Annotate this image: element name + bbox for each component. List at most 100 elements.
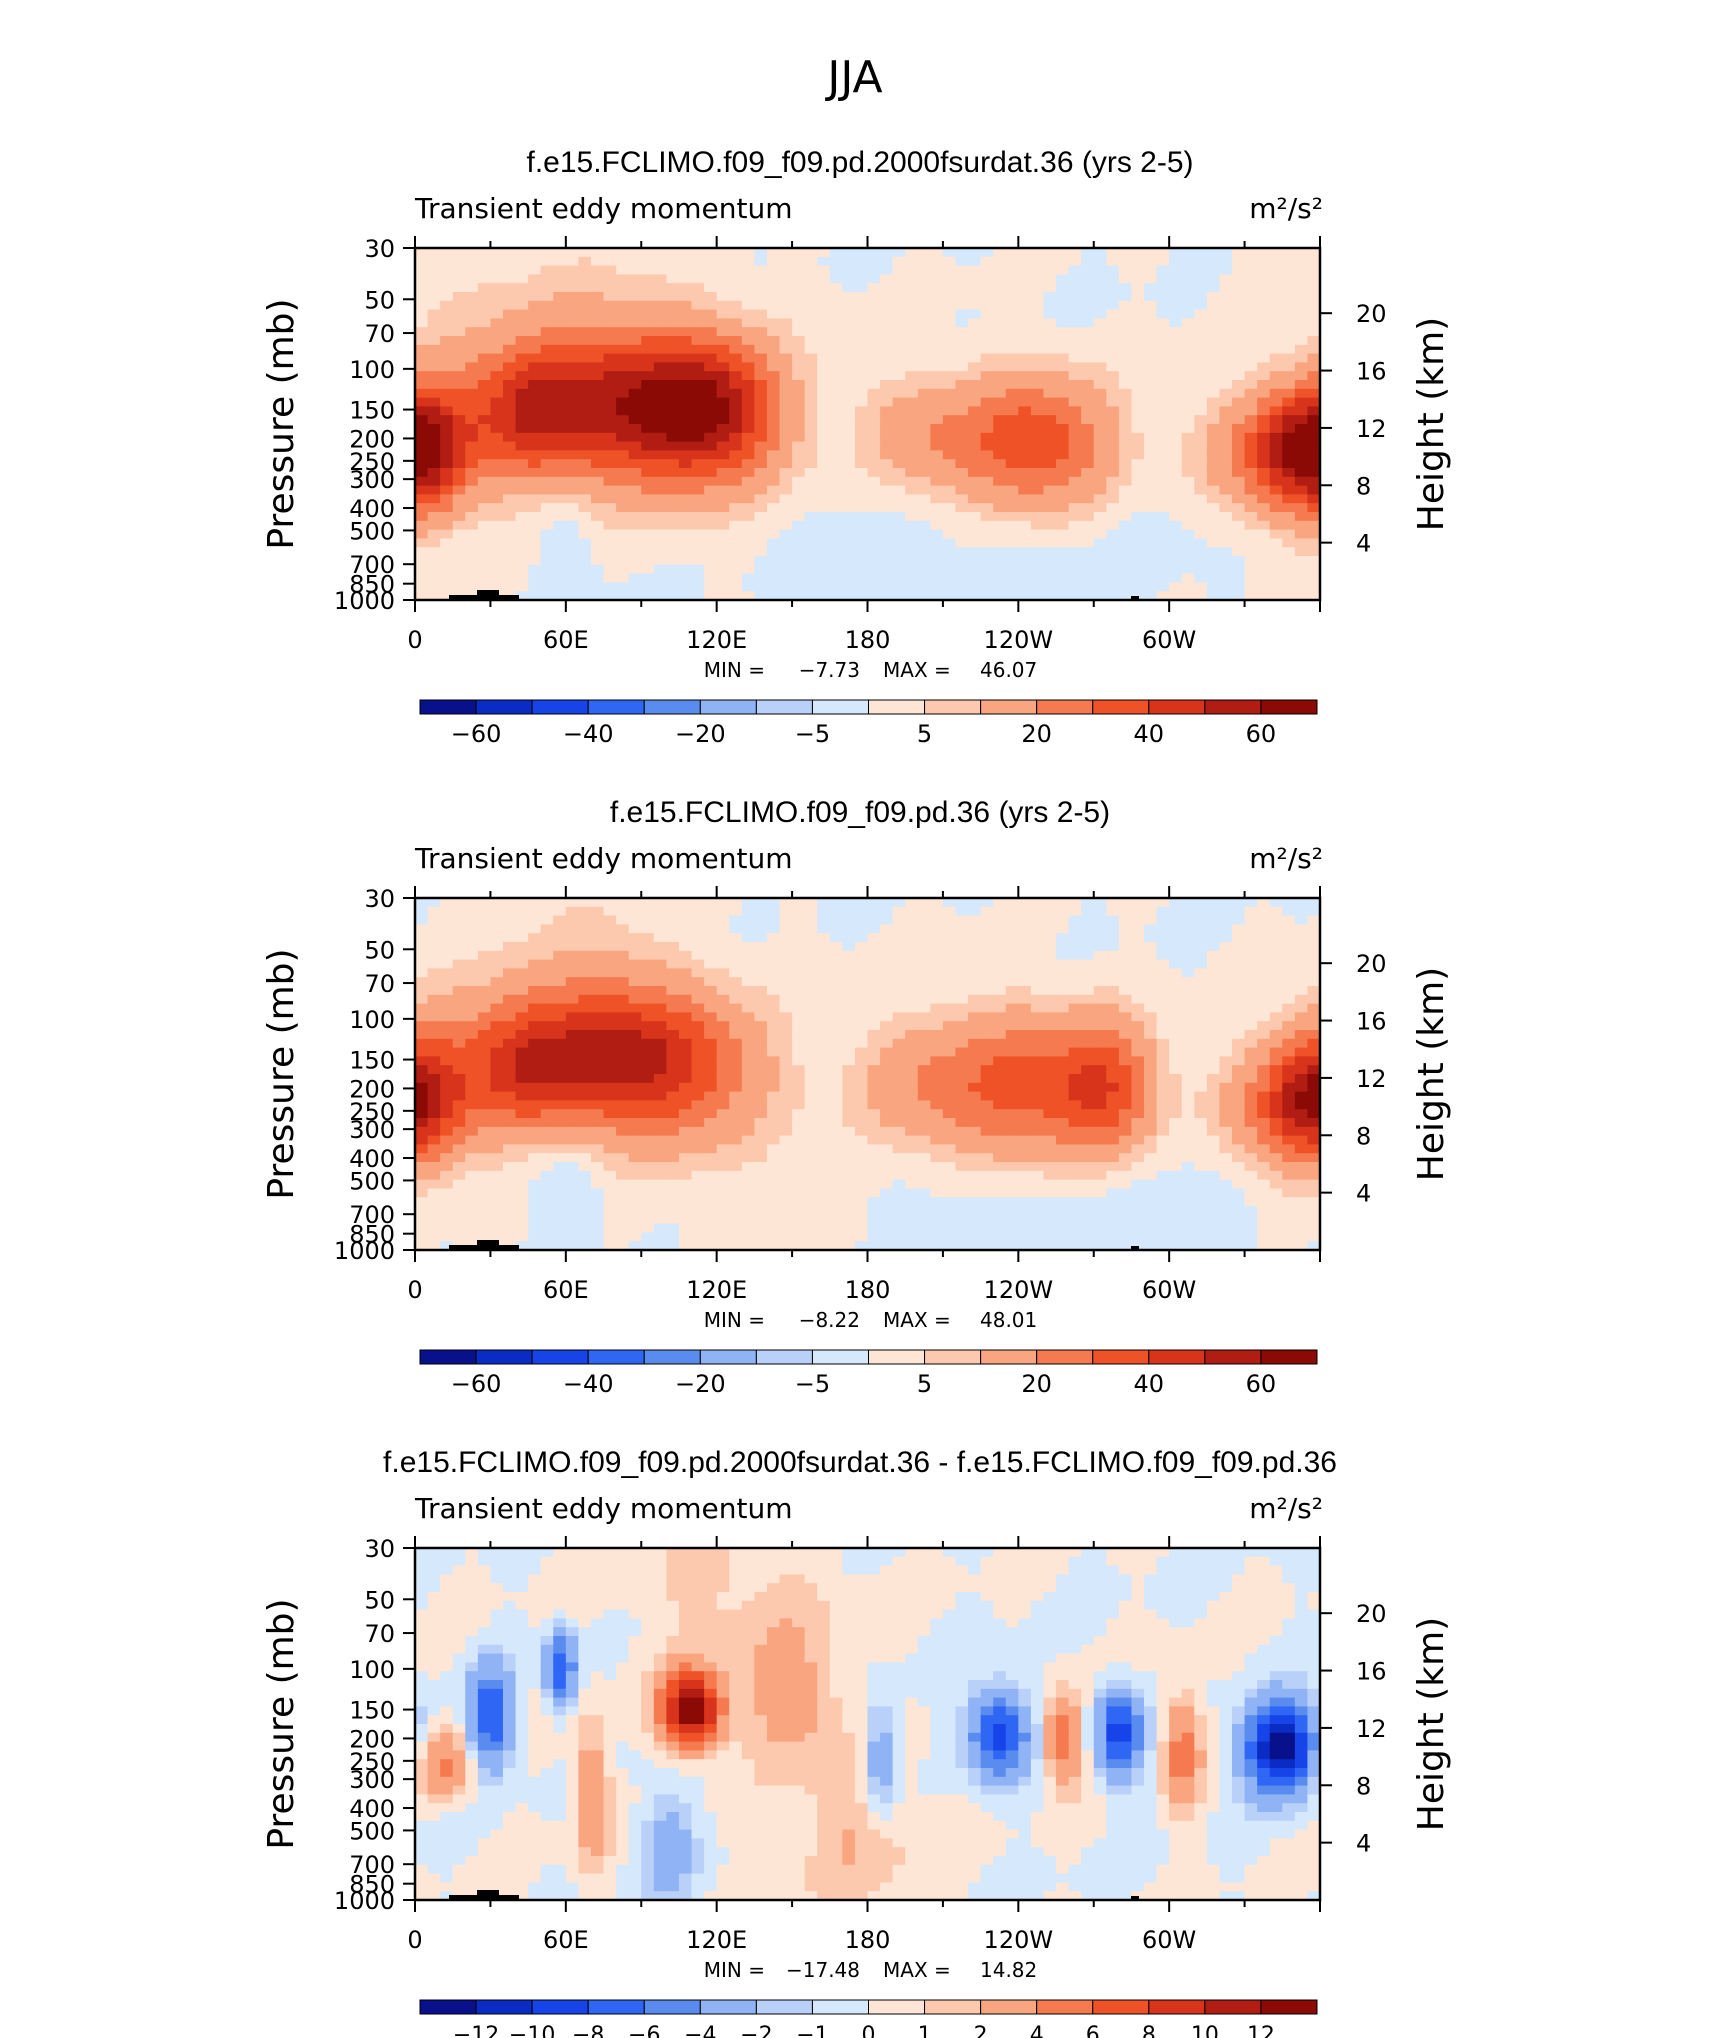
contour-cell [452, 959, 466, 969]
contour-cell [678, 968, 693, 978]
contour-cell [854, 942, 869, 952]
contour-cell [1307, 529, 1321, 539]
contour-cell [930, 265, 944, 275]
contour-cell [917, 1012, 931, 1022]
contour-cell [1282, 520, 1296, 531]
contour-cell [590, 1241, 605, 1251]
contour-cell [968, 1241, 982, 1251]
contour-cell [1018, 1223, 1032, 1233]
contour-cell [741, 300, 755, 311]
contour-cell [854, 1012, 869, 1022]
contour-cell [628, 450, 642, 460]
contour-cell [578, 1126, 592, 1137]
contour-cell [1018, 968, 1032, 978]
contour-cell [1005, 994, 1019, 1005]
x-tick-label: 60W [1142, 626, 1196, 654]
contour-cell [766, 520, 781, 531]
contour-cell [729, 1162, 743, 1172]
contour-cell [817, 529, 831, 539]
contour-cell [741, 1003, 755, 1013]
contour-cell [729, 1047, 743, 1057]
contour-cell [817, 1012, 831, 1022]
contour-cell [528, 283, 542, 293]
contour-cell [1181, 503, 1195, 513]
contour-cell [427, 950, 441, 961]
contour-cell [590, 1003, 605, 1013]
contour-cell [829, 274, 843, 284]
contour-cell [817, 476, 831, 487]
contour-cell [553, 476, 567, 487]
contour-cell [716, 424, 730, 434]
contour-cell [955, 1232, 969, 1242]
contour-cell [1018, 1170, 1032, 1181]
contour-cell [515, 309, 529, 319]
contour-cell [691, 256, 705, 267]
contour-cell [1169, 538, 1183, 548]
contour-cell [754, 248, 768, 258]
contour-cell [842, 415, 856, 425]
contour-cell [653, 1162, 667, 1172]
contour-cell [1043, 432, 1057, 443]
contour-cell [415, 950, 429, 961]
contour-cell [427, 906, 441, 917]
contour-cell [540, 318, 554, 328]
contour-cell [641, 520, 655, 531]
contour-cell [1030, 300, 1045, 311]
contour-cell [993, 977, 1007, 987]
contour-cell [993, 292, 1007, 302]
contour-cell [578, 380, 592, 390]
contour-cell [741, 476, 755, 487]
contour-cell [1018, 274, 1032, 284]
contour-cell [716, 336, 730, 346]
contour-cell [490, 1232, 504, 1242]
contour-cell [628, 1100, 642, 1110]
contour-cell [1118, 485, 1133, 495]
contour-cell [1068, 292, 1082, 302]
contour-cell [980, 1153, 994, 1163]
contour-cell [603, 564, 617, 575]
contour-cell [1043, 924, 1057, 934]
contour-cell [666, 1100, 680, 1110]
contour-cell [754, 485, 768, 495]
contour-cell [603, 591, 617, 601]
contour-cell [691, 494, 705, 504]
contour-cell [766, 1012, 781, 1022]
contour-cell [1156, 256, 1170, 267]
contour-cell [515, 318, 529, 328]
contour-cell [628, 520, 642, 531]
contour-cell [1169, 327, 1183, 337]
contour-cell [678, 494, 693, 504]
contour-cell [980, 256, 994, 267]
contour-cell [980, 1135, 994, 1145]
contour-cell [729, 415, 743, 425]
contour-cell [1282, 476, 1296, 487]
contour-cell [1307, 441, 1321, 451]
contour-cell [1005, 362, 1019, 372]
contour-cell [678, 898, 693, 908]
contour-cell [427, 1206, 441, 1216]
contour-cell [930, 459, 944, 469]
contour-cell [691, 1038, 705, 1049]
contour-cell [980, 1241, 994, 1251]
contour-cell [553, 388, 567, 399]
contour-cell [653, 1074, 667, 1084]
contour-cell [1093, 362, 1107, 372]
contour-cell [540, 344, 554, 355]
contour-cell [942, 950, 957, 961]
contour-cell [565, 459, 579, 469]
contour-cell [1106, 450, 1120, 460]
contour-cell [917, 1047, 931, 1057]
contour-cell [440, 1197, 454, 1207]
contour-cell [880, 406, 894, 416]
contour-cell [779, 933, 793, 943]
contour-cell [1156, 450, 1170, 460]
contour-cell [942, 1144, 957, 1154]
contour-cell [1056, 283, 1070, 293]
contour-cell [1030, 512, 1045, 522]
contour-cell [955, 380, 969, 390]
contour-cell [465, 459, 479, 469]
contour-cell [1018, 300, 1032, 311]
contour-cell [691, 300, 705, 311]
contour-cell [1269, 485, 1283, 495]
contour-cell [968, 336, 982, 346]
